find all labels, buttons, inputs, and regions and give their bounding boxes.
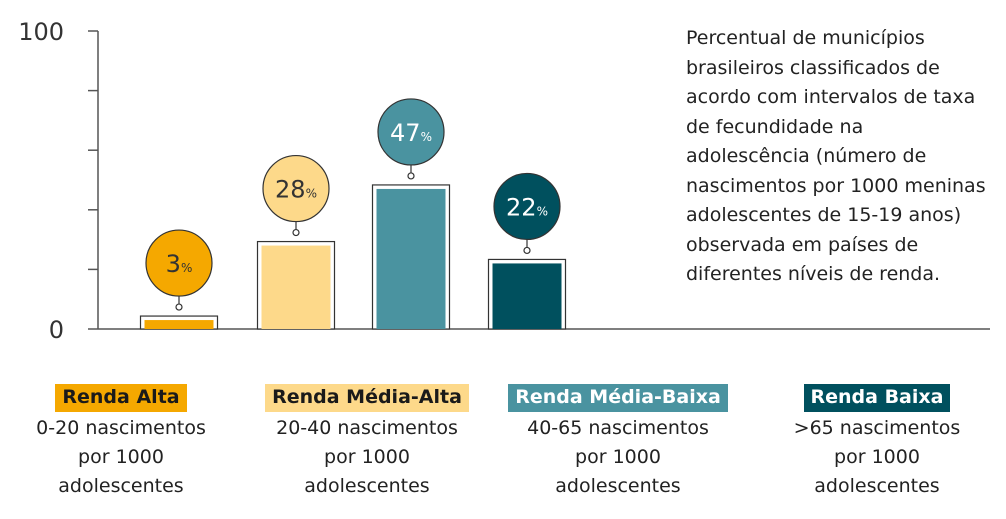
bar <box>144 320 214 329</box>
connector-dot <box>407 172 415 180</box>
value-bubble <box>493 172 561 241</box>
category-range: 20-40 nascimentos por 1000 adolescentes <box>276 417 458 497</box>
bar <box>376 188 446 329</box>
bar <box>261 245 331 329</box>
bar-group: 47% <box>371 98 451 330</box>
bar-group: 3% <box>139 229 219 330</box>
category-item: Renda Média-Alta 20-40 nascimentos por 10… <box>247 384 487 501</box>
value-bubble <box>262 154 330 223</box>
category-range: >65 nascimentos por 1000 adolescentes <box>793 417 961 497</box>
data-label: 3% <box>166 250 193 278</box>
chart-description: Percentual de municípios brasileiros cla… <box>686 27 986 285</box>
data-label: 28% <box>275 176 317 204</box>
value-bubble <box>145 229 213 297</box>
chart-axes: 0 100 <box>18 18 990 344</box>
category-badge: Renda Média-Alta <box>265 384 469 412</box>
category-badge: Renda Alta <box>55 384 187 412</box>
bar-chart: 0 100 3% 28% 47% 22% <box>18 18 990 344</box>
bar-group: 28% <box>256 154 336 330</box>
category-range: 40-65 nascimentos por 1000 adolescentes <box>527 417 709 497</box>
connector-dot <box>175 303 183 311</box>
connector-dot <box>523 246 531 255</box>
data-label: 47% <box>390 119 432 147</box>
category-item: Renda Média-Baixa 40-65 nascimentos por 1… <box>498 384 738 501</box>
chart-bars: 3% 28% 47% 22% <box>139 98 567 330</box>
y-tick-label: 0 <box>49 316 64 344</box>
category-badge: Renda Baixa <box>803 384 951 412</box>
category-badge: Renda Média-Baixa <box>508 384 728 412</box>
category-range: 0-20 nascimentos por 1000 adolescentes <box>36 417 206 497</box>
bar <box>492 263 562 329</box>
category-item: Renda Alta 0-20 nascimentos por 1000 adol… <box>1 384 241 501</box>
category-item: Renda Baixa >65 nascimentos por 1000 adol… <box>757 384 997 501</box>
y-tick-label: 100 <box>18 18 64 46</box>
value-bubble <box>377 98 445 166</box>
bar-group: 22% <box>487 172 567 330</box>
data-label: 22% <box>506 193 548 221</box>
connector-dot <box>292 228 300 237</box>
